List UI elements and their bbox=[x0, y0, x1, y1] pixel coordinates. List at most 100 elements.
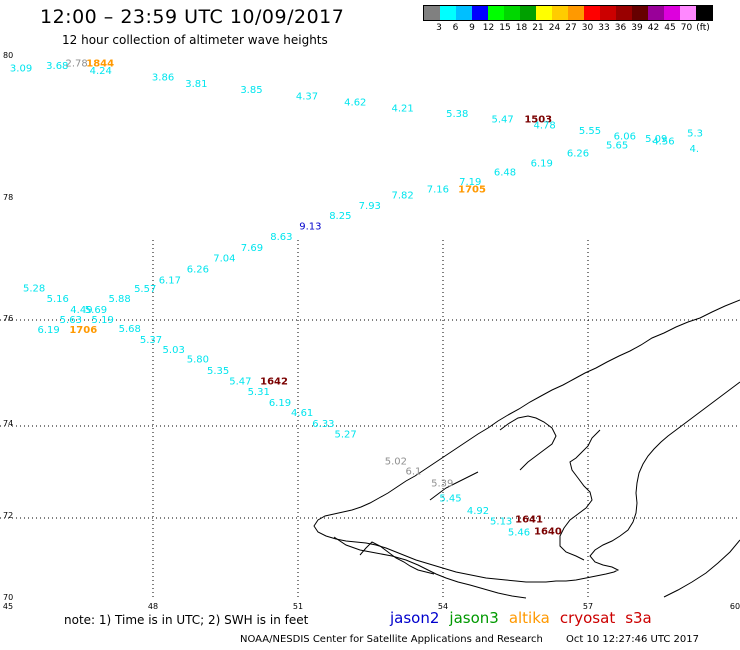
legend-tick-label: 27 bbox=[565, 23, 577, 33]
legend-tick-label: 9 bbox=[469, 23, 475, 33]
wave-height-label: 5.45 bbox=[439, 494, 461, 505]
wave-height-label: 5.80 bbox=[187, 355, 209, 366]
wave-height-label: 5.69 bbox=[85, 305, 107, 316]
y-axis: 80 78 76 74 72 70 bbox=[3, 51, 13, 602]
wave-height-label: 4.24 bbox=[90, 66, 112, 77]
note-text: note: 1) Time is in UTC; 2) SWH is in fe… bbox=[64, 613, 309, 627]
wave-height-label: 5.31 bbox=[248, 387, 270, 398]
wave-height-label: 5.28 bbox=[23, 283, 45, 294]
wave-height-label: 3.09 bbox=[10, 64, 32, 75]
legend-swatch bbox=[696, 6, 712, 20]
wave-height-label: 6.1 bbox=[406, 466, 422, 477]
wave-height-label: 6.06 bbox=[614, 132, 636, 143]
legend-tick-label: (ft) bbox=[696, 23, 710, 33]
legend-swatch bbox=[520, 6, 536, 20]
legend-swatch bbox=[664, 6, 680, 20]
legend-swatch bbox=[488, 6, 504, 20]
wave-height-label: 3.85 bbox=[240, 85, 262, 96]
y-tick-label: 70 bbox=[3, 593, 13, 602]
legend-swatch bbox=[472, 6, 488, 20]
wave-height-label: 4.78 bbox=[534, 120, 556, 131]
wave-height-label: 7.16 bbox=[427, 184, 449, 195]
wave-height-label: 1503 bbox=[524, 114, 552, 125]
wave-height-label: 1705 bbox=[458, 184, 486, 195]
legend-tick-label: 15 bbox=[499, 23, 511, 33]
coastline bbox=[313, 299, 740, 599]
wave-height-label: 5.47 bbox=[229, 377, 251, 388]
legend-swatch bbox=[680, 6, 696, 20]
wave-height-label: 5.57 bbox=[134, 284, 156, 295]
legend-swatch bbox=[616, 6, 632, 20]
legend-swatch bbox=[648, 6, 664, 20]
wave-height-label: 5.39 bbox=[431, 479, 453, 490]
legend-tick-label: 39 bbox=[631, 23, 643, 33]
legend-swatch bbox=[536, 6, 552, 20]
satellite-legend: jason2 jason3 altika cryosat s3a bbox=[390, 609, 662, 627]
wave-height-label: 4.56 bbox=[652, 136, 674, 147]
wave-height-label: 5.65 bbox=[606, 141, 628, 152]
wave-height-label: 6.33 bbox=[312, 419, 334, 430]
wave-height-label: 5.09 bbox=[645, 134, 667, 145]
wave-height-label: 1642 bbox=[260, 377, 288, 388]
wave-height-label: 6.17 bbox=[159, 275, 181, 286]
legend-swatch bbox=[584, 6, 600, 20]
wave-height-label: 1640 bbox=[534, 526, 562, 537]
map-title: 12:00 – 23:59 UTC 10/09/2017 bbox=[40, 6, 345, 28]
wave-height-label: 6.19 bbox=[269, 398, 291, 409]
satellite-s3a: s3a bbox=[625, 609, 652, 627]
wave-height-label: 8.25 bbox=[329, 211, 351, 222]
wave-height-label: 5.03 bbox=[163, 345, 185, 356]
legend-tick-label: 3 bbox=[436, 23, 442, 33]
legend-swatch bbox=[600, 6, 616, 20]
satellite-altika: altika bbox=[508, 609, 550, 627]
legend-tick-label: 33 bbox=[598, 23, 610, 33]
wave-height-label: 5.19 bbox=[92, 315, 114, 326]
wave-height-label: 4.49 bbox=[70, 305, 92, 316]
wave-height-label: 5.38 bbox=[446, 109, 468, 120]
x-tick-label: 57 bbox=[583, 602, 593, 611]
wave-height-label: 4.37 bbox=[296, 91, 318, 102]
wave-height-label: 5.3 bbox=[687, 128, 703, 139]
x-tick-label: 48 bbox=[148, 602, 158, 611]
satellite-jason2: jason2 bbox=[390, 609, 440, 627]
x-tick-label: 45 bbox=[3, 602, 13, 611]
y-tick-label: 72 bbox=[3, 511, 13, 520]
legend-tick-label: 30 bbox=[581, 23, 594, 33]
map-subtitle: 12 hour collection of altimeter wave hei… bbox=[62, 33, 328, 47]
legend-tick-label: 18 bbox=[515, 23, 528, 33]
wave-height-label: 5.63 bbox=[60, 315, 82, 326]
satellite-jason3: jason3 bbox=[449, 609, 499, 627]
wave-height-label: 7.69 bbox=[241, 243, 263, 254]
legend-tick-label: 36 bbox=[614, 23, 627, 33]
y-tick-label: 78 bbox=[3, 193, 13, 202]
wave-height-label: 7.19 bbox=[459, 177, 481, 188]
wave-height-label: 7.93 bbox=[359, 201, 381, 212]
legend-tick-label: 42 bbox=[647, 23, 660, 33]
y-tick-label: 76 bbox=[3, 314, 13, 323]
wave-height-label: 5.13 bbox=[490, 517, 512, 528]
grid-lines bbox=[0, 240, 740, 598]
wave-height-label: 4. bbox=[690, 144, 700, 155]
legend-tick-label: 70 bbox=[680, 23, 693, 33]
legend-tick-label: 45 bbox=[664, 23, 676, 33]
legend-tick-label: 21 bbox=[532, 23, 544, 33]
legend-swatch bbox=[552, 6, 568, 20]
legend-ticks: 3 6 9 12 15 18 21 24 27 30 33 36 39 42 45 70 (ft) bbox=[423, 21, 713, 35]
wave-height-label: 4.62 bbox=[344, 97, 366, 108]
footer-timestamp: Oct 10 12:27:46 UTC 2017 bbox=[566, 634, 699, 645]
legend-tick-label: 12 bbox=[482, 23, 495, 33]
wave-height-label: 9.13 bbox=[299, 221, 321, 232]
satellite-cryosat: cryosat bbox=[559, 609, 616, 627]
legend-swatch bbox=[632, 6, 648, 20]
wave-height-label: 1706 bbox=[69, 325, 97, 336]
wave-height-label: 3.68 bbox=[46, 61, 68, 72]
wave-height-label: 6.19 bbox=[531, 158, 553, 169]
wave-height-label: 5.27 bbox=[335, 430, 357, 441]
wave-height-label: 3.81 bbox=[185, 79, 207, 90]
y-tick-label: 80 bbox=[3, 51, 13, 60]
legend-swatch bbox=[504, 6, 520, 20]
wave-height-label: 4.92 bbox=[467, 506, 489, 517]
x-tick-label: 54 bbox=[438, 602, 448, 611]
wave-height-label: 6.19 bbox=[37, 325, 59, 336]
